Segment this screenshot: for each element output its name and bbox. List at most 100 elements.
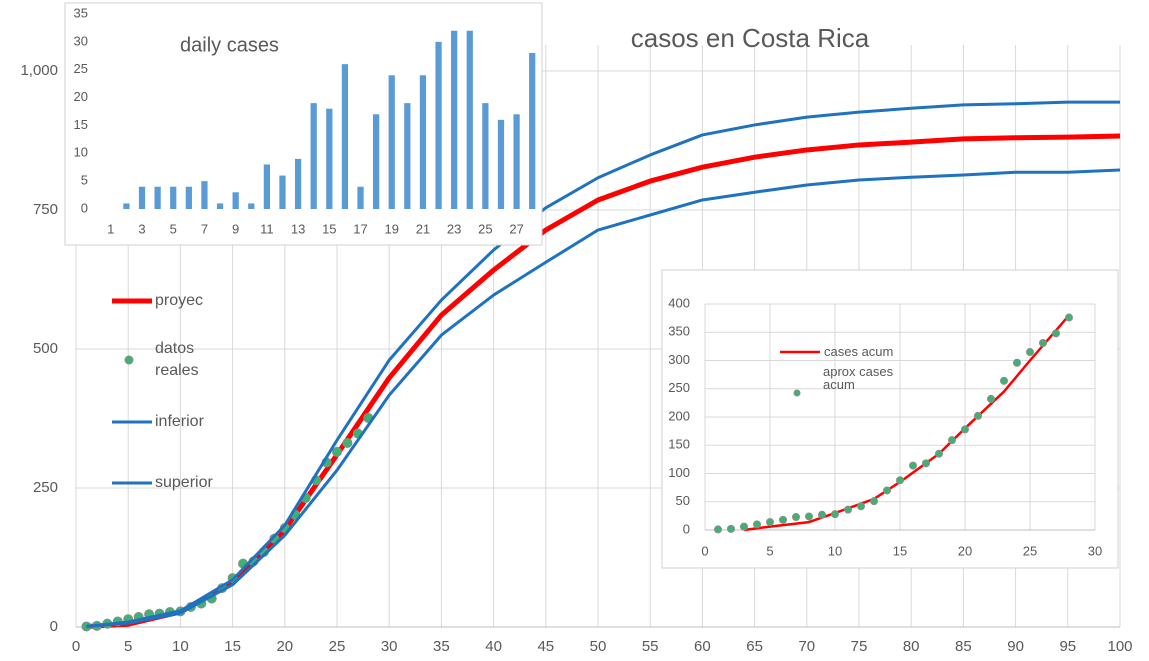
- y-tick-label: 250: [33, 479, 58, 496]
- series-line: [86, 168, 1121, 628]
- x-tick-label: 100: [1107, 638, 1132, 655]
- data-point: [805, 512, 813, 521]
- x-tick-label: 15: [224, 638, 241, 655]
- data-point: [1039, 338, 1047, 347]
- data-point: [935, 449, 943, 458]
- data-point: [779, 515, 787, 524]
- bar: [294, 158, 302, 209]
- x-tick-label: 60: [694, 638, 711, 655]
- x-tick-label: 10: [828, 543, 842, 558]
- data-point: [727, 524, 735, 533]
- y-tick-label: 30: [74, 33, 88, 48]
- y-tick-label: 750: [33, 201, 58, 218]
- y-tick-label: 100: [668, 465, 690, 480]
- x-tick-label: 27: [509, 221, 523, 236]
- data-point: [870, 497, 878, 506]
- data-point: [857, 502, 865, 511]
- data-point: [883, 486, 891, 495]
- data-point: [1026, 348, 1034, 357]
- x-tick-label: 5: [124, 638, 132, 655]
- series-line: [86, 100, 1120, 628]
- x-tick-label: 25: [478, 221, 492, 236]
- y-tick-label: 250: [668, 380, 690, 395]
- bar: [513, 114, 520, 209]
- x-tick-label: 80: [903, 638, 920, 655]
- y-tick-label: 400: [668, 295, 690, 310]
- data-point: [753, 520, 761, 529]
- y-tick-label: 35: [74, 5, 88, 20]
- y-tick-label: 150: [668, 437, 690, 452]
- x-tick-label: 85: [955, 638, 972, 655]
- x-tick-label: 0: [72, 638, 80, 655]
- bar: [279, 175, 286, 209]
- y-tick-label: 50: [676, 493, 690, 508]
- y-tick-label: 0: [50, 618, 58, 635]
- x-tick-label: 5: [170, 221, 177, 236]
- data-point: [792, 513, 800, 522]
- bar: [201, 181, 208, 209]
- x-tick-label: 15: [893, 543, 907, 558]
- y-tick-label: 0: [81, 200, 88, 215]
- legend-swatch: [793, 389, 801, 397]
- bar: [466, 30, 473, 210]
- data-point: [974, 411, 982, 420]
- x-tick-label: 20: [276, 638, 293, 655]
- x-tick-label: 0: [701, 543, 708, 558]
- x-tick-label: 11: [260, 221, 274, 236]
- x-tick-label: 95: [1059, 638, 1076, 655]
- data-point: [948, 436, 956, 445]
- x-tick-label: 9: [232, 221, 239, 236]
- data-point: [766, 518, 774, 527]
- y-tick-label: 300: [668, 352, 690, 367]
- bar: [216, 203, 224, 209]
- x-tick-label: 50: [590, 638, 607, 655]
- x-tick-label: 10: [172, 638, 189, 655]
- data-point: [831, 510, 839, 519]
- chart-title: casos en Costa Rica: [631, 23, 870, 53]
- x-tick-label: 30: [1088, 543, 1102, 558]
- x-tick-label: 13: [291, 221, 305, 236]
- y-tick-label: 500: [33, 340, 58, 357]
- data-point: [1013, 358, 1021, 367]
- x-tick-label: 30: [381, 638, 398, 655]
- bar: [435, 41, 442, 209]
- x-tick-label: 3: [138, 221, 145, 236]
- inset-box: [661, 269, 1119, 569]
- bar: [138, 186, 146, 209]
- data-point: [909, 461, 917, 470]
- y-tick-label: 5: [81, 173, 88, 188]
- bar: [170, 186, 177, 209]
- bar: [404, 103, 411, 209]
- x-tick-label: 75: [851, 638, 868, 655]
- data-point: [987, 394, 995, 403]
- bar: [154, 186, 161, 209]
- x-tick-label: 1: [107, 221, 114, 236]
- bar: [248, 203, 255, 209]
- x-tick-label: 45: [537, 638, 554, 655]
- x-tick-label: 65: [746, 638, 763, 655]
- x-tick-label: 20: [958, 543, 972, 558]
- legend-label: inferior: [155, 413, 204, 430]
- x-tick-label: 25: [1023, 543, 1037, 558]
- y-tick-label: 25: [74, 61, 88, 76]
- x-tick-label: 7: [201, 221, 208, 236]
- x-tick-label: 5: [766, 543, 773, 558]
- bar: [419, 75, 427, 210]
- bar: [357, 186, 364, 209]
- bar: [310, 103, 317, 209]
- data-point: [332, 446, 342, 457]
- bar: [232, 192, 239, 209]
- legend-label: proyec: [155, 292, 204, 309]
- bar: [529, 53, 536, 209]
- data-point: [961, 425, 969, 434]
- legend-label: aprox cases acum: [823, 364, 894, 392]
- data-point: [1000, 376, 1008, 385]
- y-tick-label: 0: [683, 521, 690, 536]
- bar: [373, 114, 380, 209]
- y-tick-label: 200: [668, 408, 690, 423]
- data-point: [922, 459, 930, 468]
- bar: [451, 30, 458, 210]
- y-tick-label: 350: [668, 324, 690, 339]
